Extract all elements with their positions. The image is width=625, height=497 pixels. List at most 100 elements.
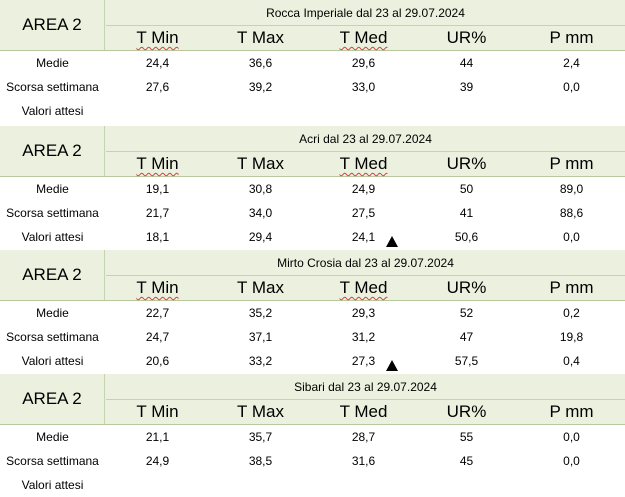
cell-tmin: 27,6 (145, 80, 170, 94)
area-label: AREA 2 (0, 374, 105, 424)
col-tmin: T Min (136, 278, 179, 297)
cell-tmed: 29,3 (351, 306, 376, 320)
cell-tmax: 38,5 (248, 454, 273, 468)
location-title: Sibari dal 23 al 29.07.2024 (106, 374, 625, 400)
col-ur: UR% (446, 402, 487, 421)
cell-tmed: 28,7 (351, 430, 376, 444)
table-row: Scorsa settimana 24,7 37,1 31,2 47 19,8 (0, 325, 625, 349)
row-label: Valori attesi (21, 478, 84, 492)
block-header: AREA 2 Mirto Crosia dal 23 al 29.07.2024… (0, 250, 625, 301)
cell-tmax: 29,4 (248, 230, 273, 244)
table-row: Valori attesi (0, 473, 625, 497)
cell-tmed: 24,9 (351, 182, 376, 196)
column-headers: T Min T Max T Med UR% P mm (106, 400, 625, 424)
up-triangle-icon (386, 236, 398, 247)
cell-tmed: 33,0 (351, 80, 376, 94)
col-tmed: T Med (339, 154, 388, 173)
row-label: Medie (36, 56, 69, 70)
cell-tmed: 31,2 (351, 330, 376, 344)
row-label: Scorsa settimana (6, 454, 99, 468)
station-block-rocca-imperiale: AREA 2 Rocca Imperiale dal 23 al 29.07.2… (0, 0, 625, 118)
cell-tmax: 34,0 (248, 206, 273, 220)
col-tmax: T Max (237, 154, 284, 173)
cell-tmin: 24,4 (145, 56, 170, 70)
cell-tmin: 19,1 (145, 182, 170, 196)
cell-tmax: 35,7 (248, 430, 273, 444)
cell-tmin: 21,7 (145, 206, 170, 220)
cell-tmed: 31,6 (351, 454, 376, 468)
col-pmm: P mm (549, 278, 594, 297)
col-tmin: T Min (136, 402, 179, 421)
cell-tmin: 20,6 (145, 354, 170, 368)
block-header: AREA 2 Rocca Imperiale dal 23 al 29.07.2… (0, 0, 625, 51)
cell-pmm: 0,0 (563, 80, 580, 94)
row-label: Medie (36, 182, 69, 196)
area-label: AREA 2 (0, 250, 105, 300)
table-row: Scorsa settimana 24,9 38,5 31,6 45 0,0 (0, 449, 625, 473)
col-tmin: T Min (136, 154, 179, 173)
table-row: Medie 22,7 35,2 29,3 52 0,2 (0, 301, 625, 371)
col-tmax: T Max (237, 278, 284, 297)
location-title: Acri dal 23 al 29.07.2024 (106, 126, 625, 152)
table-row: Scorsa settimana 21,7 34,0 27,5 41 88,6 (0, 201, 625, 225)
col-tmed: T Med (339, 402, 388, 421)
cell-pmm: 2,4 (563, 56, 580, 70)
row-label: Valori attesi (21, 354, 84, 368)
row-label: Scorsa settimana (6, 80, 99, 94)
up-triangle-icon (386, 360, 398, 371)
table-row: Medie 21,1 35,7 28,7 55 0,0 (0, 425, 625, 449)
col-tmed: T Med (339, 278, 388, 297)
row-label: Valori attesi (21, 104, 84, 118)
cell-tmax: 39,2 (248, 80, 273, 94)
location-title: Mirto Crosia dal 23 al 29.07.2024 (106, 250, 625, 276)
cell-pmm: 0,4 (563, 354, 580, 368)
cell-ur: 44 (459, 56, 474, 70)
station-block-sibari: AREA 2 Sibari dal 23 al 29.07.2024 T Min… (0, 374, 625, 492)
area-label: AREA 2 (0, 0, 105, 50)
row-label: Medie (36, 430, 69, 444)
col-ur: UR% (446, 278, 487, 297)
row-label: Scorsa settimana (6, 206, 99, 220)
cell-ur: 55 (459, 430, 474, 444)
cell-ur: 52 (459, 306, 474, 320)
cell-tmin: 22,7 (145, 306, 170, 320)
col-ur: UR% (446, 154, 487, 173)
col-tmed: T Med (339, 28, 388, 47)
cell-tmin: 18,1 (145, 230, 170, 244)
cell-pmm: 0,0 (563, 454, 580, 468)
block-header: AREA 2 Acri dal 23 al 29.07.2024 T Min T… (0, 126, 625, 177)
col-tmax: T Max (237, 402, 284, 421)
column-headers: T Min T Max T Med UR% P mm (106, 152, 625, 176)
row-label: Medie (36, 306, 69, 320)
cell-tmin: 24,7 (145, 330, 170, 344)
cell-tmin: 21,1 (145, 430, 170, 444)
block-header: AREA 2 Sibari dal 23 al 29.07.2024 T Min… (0, 374, 625, 425)
col-tmax: T Max (237, 28, 284, 47)
cell-pmm: 88,6 (559, 206, 584, 220)
col-pmm: P mm (549, 28, 594, 47)
cell-ur: 50,6 (454, 230, 479, 244)
row-label: Scorsa settimana (6, 330, 99, 344)
table-row: Valori attesi 20,6 33,2 27,3 57,5 0,4 (0, 349, 625, 373)
table-row: Valori attesi 18,1 29,4 24,1 50,6 0,0 (0, 225, 625, 249)
cell-tmin: 24,9 (145, 454, 170, 468)
cell-ur: 57,5 (454, 354, 479, 368)
cell-ur: 50 (459, 182, 474, 196)
table-row: Medie 19,1 30,8 24,9 50 89,0 (0, 177, 625, 247)
row-label: Valori attesi (21, 230, 84, 244)
col-tmin: T Min (136, 28, 179, 47)
cell-tmed: 27,3 (351, 354, 376, 368)
cell-tmed: 24,1 (351, 230, 376, 244)
cell-pmm: 89,0 (559, 182, 584, 196)
cell-pmm: 0,0 (563, 430, 580, 444)
cell-pmm: 0,0 (563, 230, 580, 244)
table-row: Scorsa settimana 27,6 39,2 33,0 39 0,0 (0, 75, 625, 99)
cell-ur: 47 (459, 330, 474, 344)
cell-tmax: 33,2 (248, 354, 273, 368)
col-pmm: P mm (549, 402, 594, 421)
area-label: AREA 2 (0, 126, 105, 176)
cell-tmed: 29,6 (351, 56, 376, 70)
cell-ur: 39 (459, 80, 474, 94)
cell-pmm: 19,8 (559, 330, 584, 344)
